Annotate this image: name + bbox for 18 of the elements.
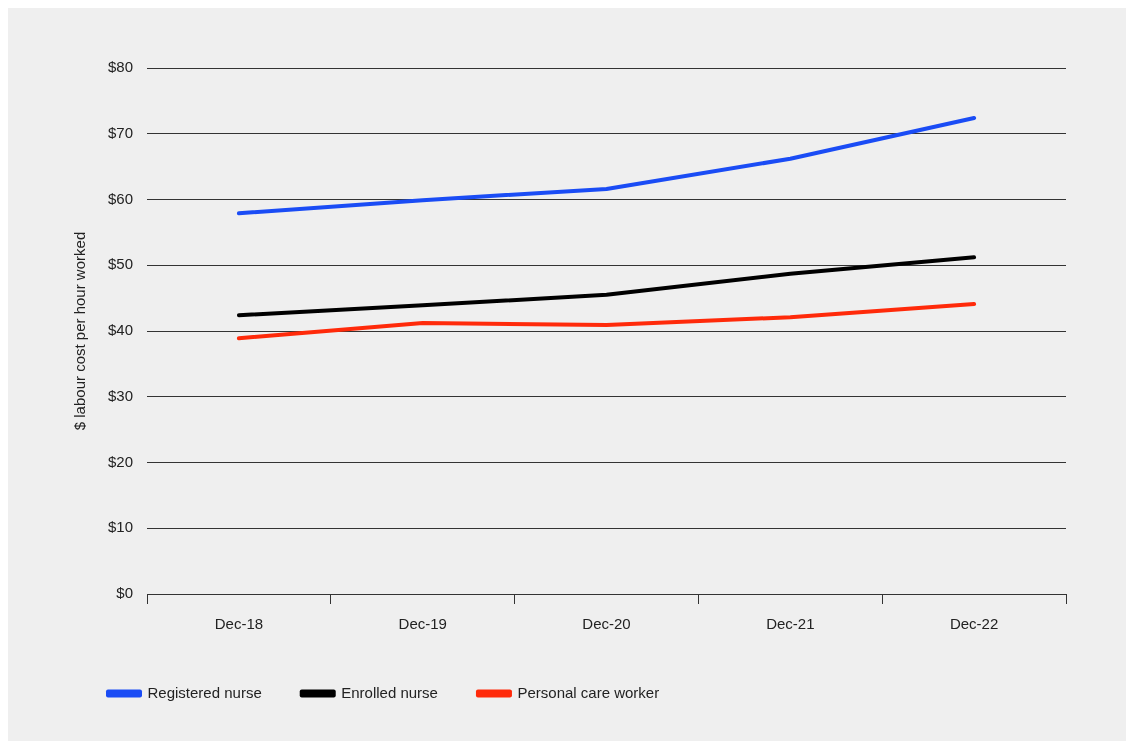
x-tick-label: Dec-18 bbox=[214, 615, 264, 633]
y-tick-label: $10 bbox=[108, 518, 134, 536]
y-tick-label: $50 bbox=[108, 255, 134, 273]
y-axis-title: $ labour cost per hour worked bbox=[71, 231, 89, 431]
y-tick-label: $80 bbox=[108, 58, 134, 76]
y-tick-label: $40 bbox=[108, 321, 134, 339]
y-tick-label: $60 bbox=[108, 189, 134, 207]
y-tick-label: $0 bbox=[116, 584, 134, 602]
y-tick-label: $20 bbox=[108, 452, 134, 470]
x-tick-label: Dec-22 bbox=[949, 615, 999, 633]
x-tick-label: Dec-21 bbox=[766, 615, 815, 633]
y-tick-label: $30 bbox=[108, 386, 134, 404]
x-tick-label: Dec-19 bbox=[398, 615, 447, 633]
x-tick-label: Dec-20 bbox=[582, 615, 631, 633]
legend-label: Personal care worker bbox=[517, 683, 660, 701]
legend-label: Enrolled nurse bbox=[341, 683, 438, 701]
legend-label: Registered nurse bbox=[147, 683, 262, 701]
y-tick-label: $70 bbox=[108, 123, 134, 141]
